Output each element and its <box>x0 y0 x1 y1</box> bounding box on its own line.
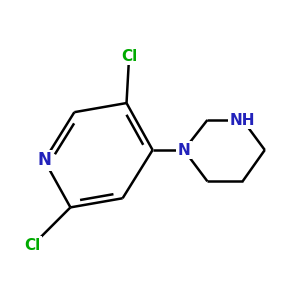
Text: Cl: Cl <box>121 49 137 64</box>
Text: N: N <box>38 152 51 169</box>
Text: N: N <box>178 142 190 158</box>
Text: NH: NH <box>230 112 255 128</box>
Text: Cl: Cl <box>25 238 41 253</box>
